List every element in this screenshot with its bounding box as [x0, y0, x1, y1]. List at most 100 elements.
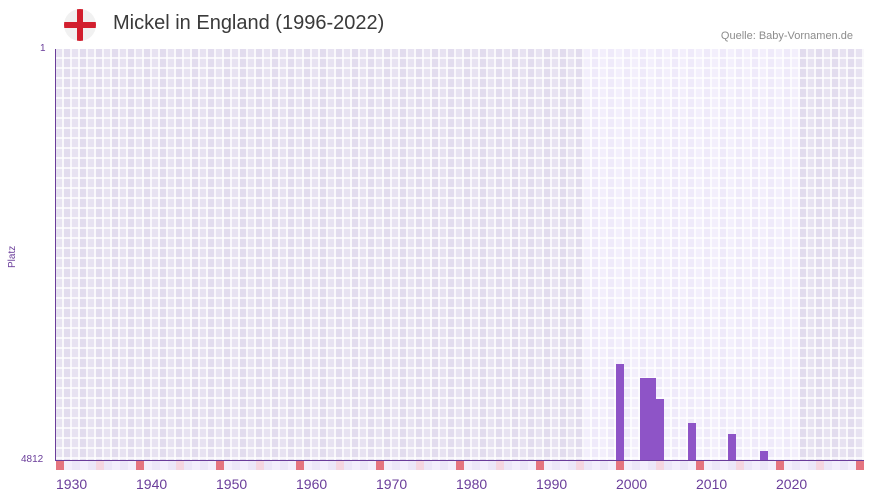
year-column — [448, 49, 456, 460]
year-marker — [264, 461, 272, 470]
year-marker — [520, 461, 528, 470]
year-marker — [280, 461, 288, 470]
year-column — [856, 49, 864, 460]
y-tick-top: 1 — [40, 43, 46, 54]
year-marker — [488, 461, 496, 470]
x-tick-2000: 2000 — [616, 476, 648, 492]
rank-bar-2003[interactable] — [640, 378, 648, 460]
year-column — [208, 49, 216, 460]
year-marker — [744, 461, 752, 470]
year-marker — [192, 461, 200, 470]
year-marker — [184, 461, 192, 470]
year-marker — [832, 461, 840, 470]
rank-bar-2004[interactable] — [648, 378, 656, 460]
rank-bar-2005[interactable] — [656, 399, 664, 460]
year-marker — [224, 461, 232, 470]
year-column — [784, 49, 792, 460]
year-marker — [88, 461, 96, 470]
year-marker — [792, 461, 800, 470]
year-column — [304, 49, 312, 460]
x-tick-2020: 2020 — [776, 476, 808, 492]
year-marker — [584, 461, 592, 470]
year-marker — [608, 461, 616, 470]
year-marker — [656, 461, 664, 470]
year-marker — [400, 461, 408, 470]
x-tick-1930: 1930 — [56, 476, 88, 492]
year-marker — [136, 461, 144, 470]
year-column — [720, 49, 728, 460]
year-column — [632, 49, 640, 460]
year-marker — [160, 461, 168, 470]
year-column — [816, 49, 824, 460]
year-column — [408, 49, 416, 460]
year-marker — [768, 461, 776, 470]
year-column — [472, 49, 480, 460]
year-column — [296, 49, 304, 460]
year-column — [504, 49, 512, 460]
year-marker — [176, 461, 184, 470]
rank-bar-2018[interactable] — [760, 451, 768, 460]
year-column — [576, 49, 584, 460]
year-marker — [296, 461, 304, 470]
year-column — [344, 49, 352, 460]
year-column — [88, 49, 96, 460]
year-marker — [144, 461, 152, 470]
year-marker — [576, 461, 584, 470]
year-column — [624, 49, 632, 460]
year-column — [760, 49, 768, 460]
year-column — [400, 49, 408, 460]
year-column — [192, 49, 200, 460]
year-column — [152, 49, 160, 460]
year-marker — [752, 461, 760, 470]
rank-bar-2000[interactable] — [616, 364, 624, 460]
year-column — [440, 49, 448, 460]
year-marker — [104, 461, 112, 470]
year-column — [216, 49, 224, 460]
year-column — [728, 49, 736, 460]
year-column — [200, 49, 208, 460]
year-column — [664, 49, 672, 460]
year-marker — [616, 461, 624, 470]
year-column — [264, 49, 272, 460]
year-marker — [816, 461, 824, 470]
year-column — [496, 49, 504, 460]
rank-bar-2009[interactable] — [688, 423, 696, 460]
year-marker — [72, 461, 80, 470]
year-column — [528, 49, 536, 460]
year-marker — [544, 461, 552, 470]
year-marker — [432, 461, 440, 470]
year-marker — [504, 461, 512, 470]
y-axis-title: Platz — [7, 245, 18, 268]
year-column — [136, 49, 144, 460]
year-column — [688, 49, 696, 460]
year-marker — [632, 461, 640, 470]
year-marker — [448, 461, 456, 470]
year-column — [240, 49, 248, 460]
year-marker — [344, 461, 352, 470]
year-marker — [840, 461, 848, 470]
year-marker — [272, 461, 280, 470]
year-column — [336, 49, 344, 460]
year-marker — [480, 461, 488, 470]
year-marker — [304, 461, 312, 470]
year-column — [552, 49, 560, 460]
year-column — [64, 49, 72, 460]
year-marker — [648, 461, 656, 470]
year-marker — [392, 461, 400, 470]
rank-bar-2014[interactable] — [728, 434, 736, 460]
year-marker — [248, 461, 256, 470]
year-column — [736, 49, 744, 460]
x-tick-1980: 1980 — [456, 476, 488, 492]
year-column — [168, 49, 176, 460]
year-column — [536, 49, 544, 460]
year-column — [680, 49, 688, 460]
year-column — [312, 49, 320, 460]
year-column — [352, 49, 360, 460]
year-marker — [120, 461, 128, 470]
year-marker — [128, 461, 136, 470]
year-marker — [360, 461, 368, 470]
year-marker — [720, 461, 728, 470]
year-column — [560, 49, 568, 460]
x-tick-1970: 1970 — [376, 476, 408, 492]
x-tick-2010: 2010 — [696, 476, 728, 492]
